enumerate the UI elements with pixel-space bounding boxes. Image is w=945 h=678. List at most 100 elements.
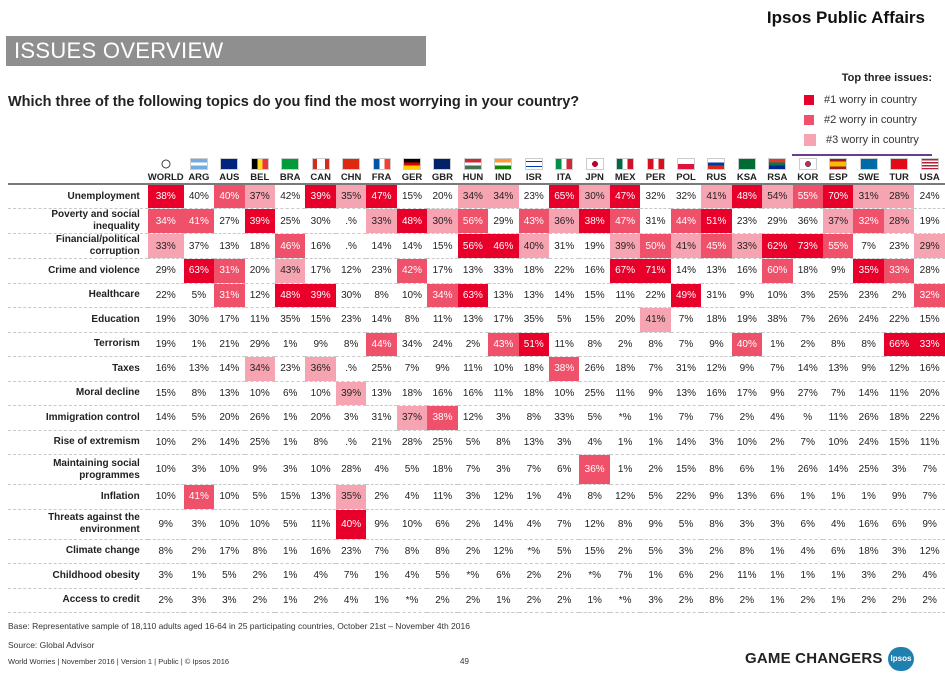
table-cell: 28% xyxy=(883,183,915,209)
table-cell: 2% xyxy=(427,588,458,613)
table-cell: 2% xyxy=(701,539,732,564)
table-cell: 20% xyxy=(244,258,275,284)
table-cell: 4% xyxy=(549,484,580,510)
table-cell: 16% xyxy=(731,258,763,284)
table-cell: 12% xyxy=(244,283,275,308)
table-cell: *% xyxy=(609,588,641,613)
table-cell: 3% xyxy=(183,509,215,540)
table-cell: 39% xyxy=(305,283,336,308)
table-cell: 1% xyxy=(183,332,215,357)
column-header-swe: SWE xyxy=(853,157,883,184)
table-cell: 15% xyxy=(274,484,306,510)
table-cell: 1% xyxy=(792,563,823,589)
table-cell: 33% xyxy=(366,208,397,234)
table-cell: 1% xyxy=(366,563,397,589)
table-cell: 40% xyxy=(214,183,245,209)
table-cell: 16% xyxy=(147,356,184,382)
table-cell: 4% xyxy=(792,539,823,564)
table-cell: 6% xyxy=(488,563,519,589)
table-cell: 9% xyxy=(822,258,854,284)
table-cell: 48% xyxy=(731,183,763,209)
issues-table: WORLD ARG AUS BEL BRA CAN CHN FRA GER GBR HUN IND IS… xyxy=(8,157,945,613)
table-cell: 8% xyxy=(183,381,215,406)
table-cell: 31% xyxy=(640,208,671,234)
table-cell: 39% xyxy=(244,208,275,234)
table-cell: 36% xyxy=(305,356,336,382)
table-cell: 44% xyxy=(670,208,702,234)
brand-name: Ipsos Public Affairs xyxy=(766,8,925,27)
table-cell: 28% xyxy=(883,208,915,234)
column-label: MEX xyxy=(614,172,636,183)
legend-label: #3 worry in country xyxy=(826,134,919,146)
table-cell: 13% xyxy=(457,258,489,284)
table-cell: 56% xyxy=(457,233,489,259)
table-cell: 10% xyxy=(731,430,763,455)
table-cell: .% xyxy=(335,208,367,234)
table-cell: 7% xyxy=(853,233,884,259)
table-cell: 65% xyxy=(549,183,580,209)
table-cell: 24% xyxy=(914,183,945,209)
table-cell: 18% xyxy=(518,381,550,406)
table-cell: 8% xyxy=(731,539,763,564)
column-header-can: CAN xyxy=(305,157,335,184)
column-header-ksa: KSA xyxy=(732,157,762,184)
table-cell: 1% xyxy=(853,484,884,510)
column-label: CHN xyxy=(340,172,362,183)
table-cell: 10% xyxy=(488,356,519,382)
table-cell: 18% xyxy=(792,258,823,284)
table-cell: 1% xyxy=(762,588,793,613)
table-cell: 3% xyxy=(792,283,823,308)
table-cell: 42% xyxy=(274,183,306,209)
legend-swatch xyxy=(804,115,814,125)
table-cell: 15% xyxy=(883,430,915,455)
flag-spain-icon xyxy=(829,158,848,170)
table-cell: 31% xyxy=(701,283,732,308)
table-cell: 35% xyxy=(518,307,550,333)
table-cell: 15% xyxy=(147,381,184,406)
table-cell: 8% xyxy=(244,539,275,564)
table-cell: 16% xyxy=(457,381,489,406)
table-cell: 3% xyxy=(488,405,519,431)
table-cell: 8% xyxy=(518,405,550,431)
table-cell: 23% xyxy=(731,208,763,234)
table-cell: 63% xyxy=(183,258,215,284)
column-header-jpn: JPN xyxy=(579,157,609,184)
table-cell: 2% xyxy=(549,588,580,613)
table-cell: 18% xyxy=(427,454,458,485)
table-cell: 1% xyxy=(366,588,397,613)
table-cell: 2% xyxy=(183,539,215,564)
table-cell: 2% xyxy=(518,588,550,613)
column-header-rus: RUS xyxy=(701,157,731,184)
table-cell: 37% xyxy=(244,183,275,209)
row-label: Climate change xyxy=(8,539,148,564)
table-cell: 1% xyxy=(822,484,854,510)
table-cell: 11% xyxy=(609,283,641,308)
table-cell: 36% xyxy=(579,454,610,485)
table-cell: 5% xyxy=(549,307,580,333)
column-header-mex: MEX xyxy=(610,157,640,184)
table-cell: 1% xyxy=(518,484,550,510)
table-cell: 10% xyxy=(214,509,245,540)
table-cell: 36% xyxy=(549,208,580,234)
table-cell: 13% xyxy=(214,381,245,406)
table-cell: 30% xyxy=(335,283,367,308)
table-cell: 14% xyxy=(853,381,884,406)
table-cell: 5% xyxy=(427,563,458,589)
row-label: Healthcare xyxy=(8,283,148,308)
column-label: TUR xyxy=(889,172,909,183)
table-cell: 7% xyxy=(670,405,702,431)
table-cell: 25% xyxy=(579,381,610,406)
table-cell: 14% xyxy=(147,405,184,431)
column-header-chn: CHN xyxy=(336,157,366,184)
table-row: Healthcare 22% 5% 31% 12% 48% 39% 30% 8% 10% 34% 63… xyxy=(8,283,945,308)
table-cell: 31% xyxy=(670,356,702,382)
table-cell: 22% xyxy=(883,307,915,333)
table-cell: 1% xyxy=(640,405,671,431)
table-cell: 26% xyxy=(853,405,884,431)
table-cell: 6% xyxy=(883,509,915,540)
table-cell: 14% xyxy=(396,233,428,259)
table-row: Moral decline 15% 8% 13% 10% 6% 10% 39% 13% 18% 16… xyxy=(8,381,945,406)
table-cell: 50% xyxy=(640,233,671,259)
table-cell: 60% xyxy=(762,258,793,284)
table-cell: 6% xyxy=(670,563,702,589)
